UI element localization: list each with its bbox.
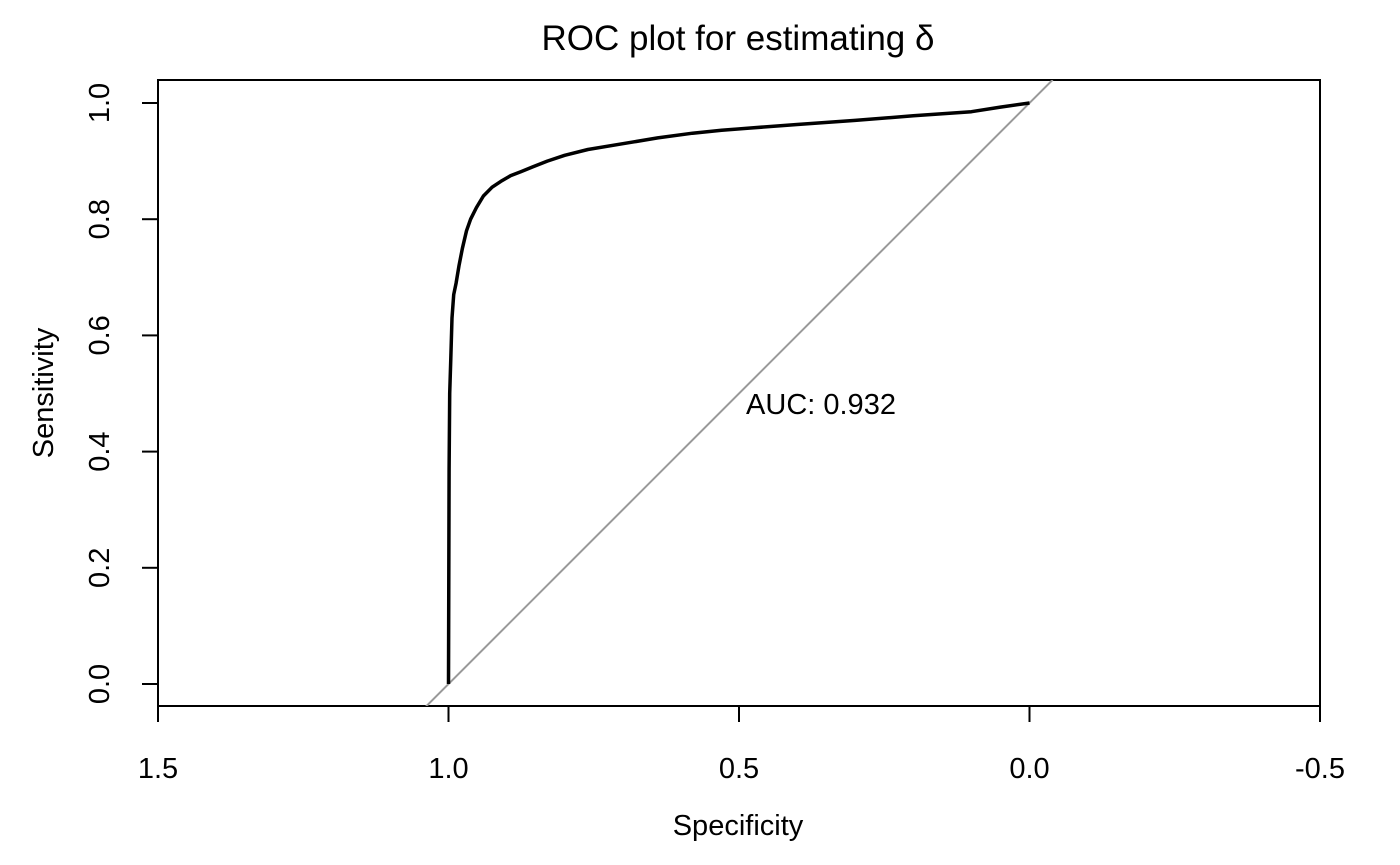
x-tick-label: 0.5 (719, 753, 759, 785)
x-tick-label: 1.0 (428, 753, 468, 785)
y-tick-label: 0.6 (84, 315, 116, 355)
y-tick-label: 0.4 (84, 431, 116, 471)
reference-diagonal (425, 80, 1054, 706)
auc-annotation: AUC: 0.932 (746, 389, 896, 421)
x-axis-label: Specificity (673, 810, 804, 842)
y-tick-label: 0.2 (84, 548, 116, 588)
x-tick-label: 0.0 (1009, 753, 1049, 785)
x-axis: 1.5 1.0 0.5 0.0 -0.5 (138, 705, 1345, 785)
y-axis-label: Sensitivity (28, 327, 60, 458)
x-tick-label: -0.5 (1295, 753, 1345, 785)
x-tick-label: 1.5 (138, 753, 178, 785)
y-tick-label: 0.8 (84, 199, 116, 239)
y-tick-label: 0.0 (84, 664, 116, 704)
chart-title: ROC plot for estimating δ (542, 19, 935, 58)
y-tick-label: 1.0 (84, 83, 116, 123)
roc-curve (446, 101, 1030, 685)
y-axis: 0.0 0.2 0.4 0.6 0.8 1.0 (84, 83, 159, 704)
series-layer (425, 80, 1054, 706)
